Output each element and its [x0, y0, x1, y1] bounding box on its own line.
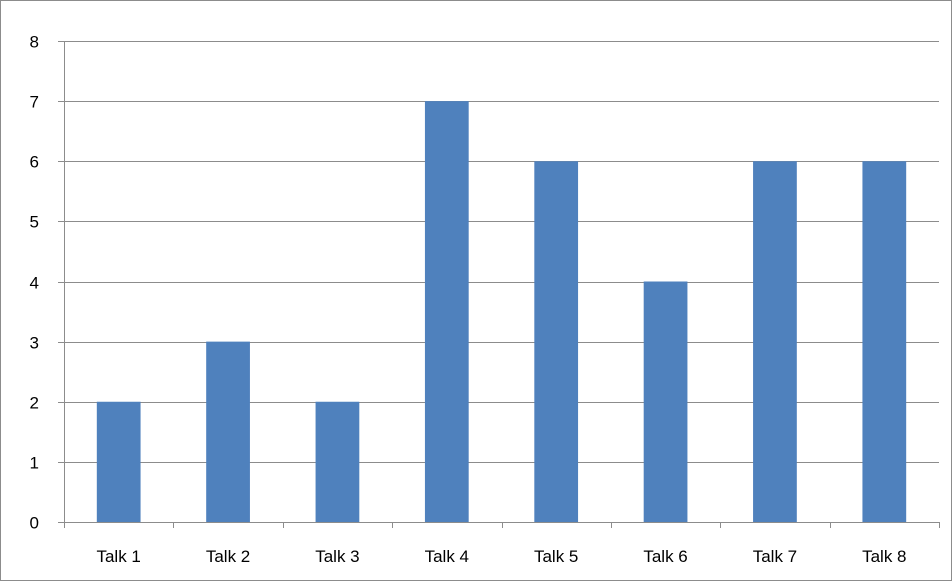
bar-6 [643, 281, 688, 522]
x-tick-label-5: Talk 5 [534, 547, 578, 566]
bar-7 [753, 161, 797, 522]
y-tick-labels: 0 1 2 3 4 5 6 7 8 [30, 33, 39, 533]
axes [58, 41, 940, 528]
bar-3 [315, 401, 360, 522]
gridlines [58, 41, 939, 463]
x-tick-label-7: Talk 7 [753, 547, 797, 566]
y-tick-label-1: 1 [30, 454, 39, 473]
y-tick-label-0: 0 [30, 514, 39, 533]
x-tick-label-2: Talk 2 [206, 547, 250, 566]
bar-5 [534, 161, 579, 522]
x-tick-label-3: Talk 3 [315, 547, 359, 566]
y-tick-label-2: 2 [30, 394, 39, 413]
y-tick-label-7: 7 [30, 93, 39, 112]
y-tick-label-3: 3 [30, 334, 39, 353]
bars [96, 101, 907, 522]
bar-1 [96, 401, 141, 522]
x-tick-label-8: Talk 8 [862, 547, 906, 566]
bar-2 [206, 341, 250, 522]
x-tick-labels: Talk 1 Talk 2 Talk 3 Talk 4 Talk 5 Talk 6 Talk… [96, 547, 906, 566]
bar-4 [424, 101, 469, 522]
bar-8 [862, 161, 907, 522]
y-tick-label-4: 4 [30, 274, 39, 293]
y-tick-label-5: 5 [30, 213, 39, 232]
y-tick-label-8: 8 [30, 33, 39, 52]
x-tick-label-4: Talk 4 [425, 547, 469, 566]
y-tick-label-6: 6 [30, 153, 39, 172]
x-tick-label-1: Talk 1 [96, 547, 140, 566]
x-tick-label-6: Talk 6 [643, 547, 687, 566]
